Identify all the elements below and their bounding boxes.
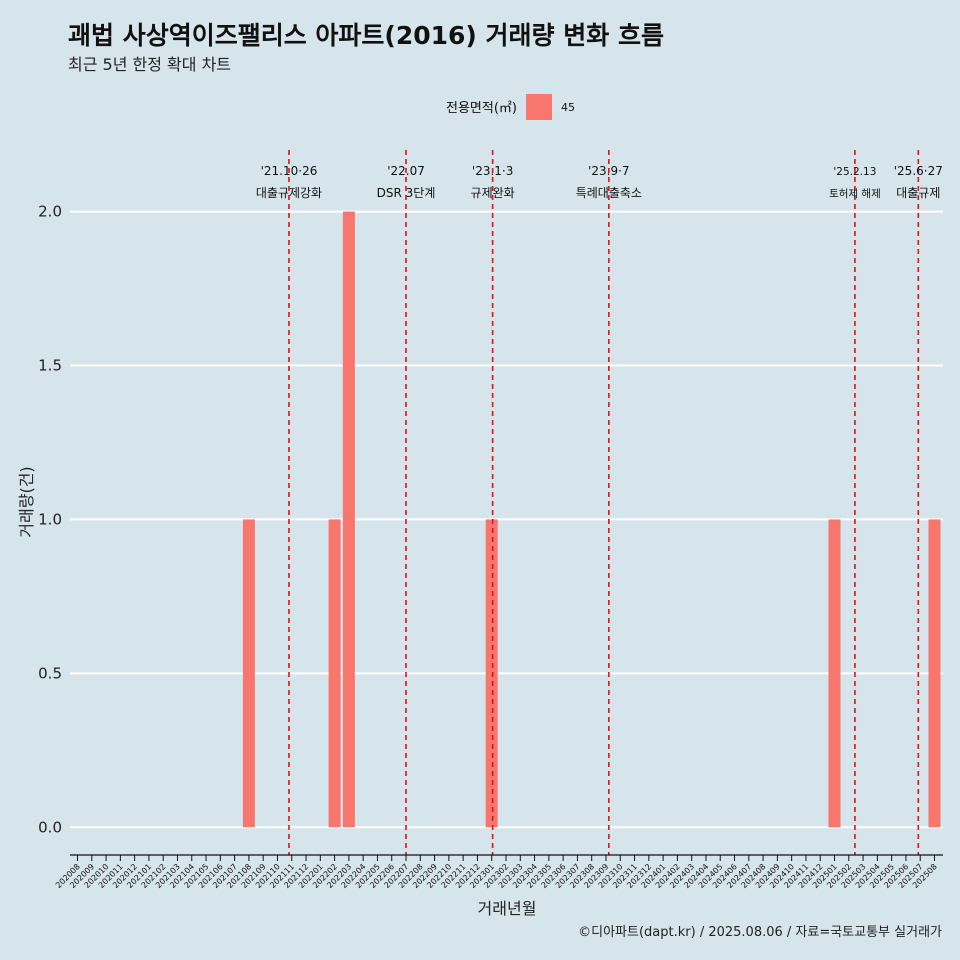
event-date-label: '21.10·26 — [261, 164, 318, 178]
x-axis-title: 거래년월 — [478, 899, 537, 918]
event-markers: '21.10·26 대출규제강화 '22.07 DSR 3단계 '23.1·3 규제완화 '… — [256, 150, 943, 855]
bar — [928, 519, 941, 828]
legend-swatch — [526, 94, 552, 120]
event-desc-label: 규제완화 — [471, 186, 515, 200]
bar — [828, 519, 841, 828]
y-tick-label: 0.5 — [38, 664, 62, 682]
event-date-label: '25.6·27 — [894, 164, 943, 178]
bar — [342, 211, 355, 828]
caption: ©디아파트(dapt.kr) / 2025.08.06 / 자료=국토교통부 실… — [578, 925, 942, 940]
event-desc-label: DSR 3단계 — [377, 186, 436, 200]
event-desc-label: 특례대출축소 — [576, 186, 642, 200]
bar — [242, 519, 255, 828]
y-tick-label: 2.0 — [38, 203, 62, 221]
chart-title: 괘법 사상역이즈팰리스 아파트(2016) 거래량 변화 흐름 — [68, 21, 664, 50]
event-date-label: '23.1·3 — [472, 164, 513, 178]
event-desc-label: 대출규제강화 — [256, 186, 322, 200]
chart-subtitle: 최근 5년 한정 확대 차트 — [68, 55, 231, 74]
legend-title: 전용면적(㎡) — [446, 101, 517, 116]
event-desc-label: 대출규제 — [896, 186, 940, 200]
bars — [242, 211, 941, 828]
y-tick-label: 1.5 — [38, 357, 62, 375]
event-date-label: '23.9·7 — [588, 164, 629, 178]
bar — [485, 519, 498, 828]
y-tick-label: 0.0 — [38, 818, 62, 836]
event-date-label: '25.2.13 — [833, 166, 876, 178]
x-axis: 2020082020092020102020112020122021012021… — [54, 854, 943, 890]
legend-label: 45 — [561, 101, 575, 114]
y-axis-title: 거래량(건) — [17, 466, 36, 537]
legend: 전용면적(㎡) 45 — [446, 94, 575, 120]
y-axis-ticks: 0.0 0.5 1.0 1.5 2.0 — [38, 203, 62, 837]
event-date-label: '22.07 — [387, 164, 425, 178]
event-desc-label: 토허제 해제 — [829, 187, 881, 200]
gridlines — [70, 210, 943, 829]
bar — [328, 519, 341, 828]
y-tick-label: 1.0 — [38, 510, 62, 528]
